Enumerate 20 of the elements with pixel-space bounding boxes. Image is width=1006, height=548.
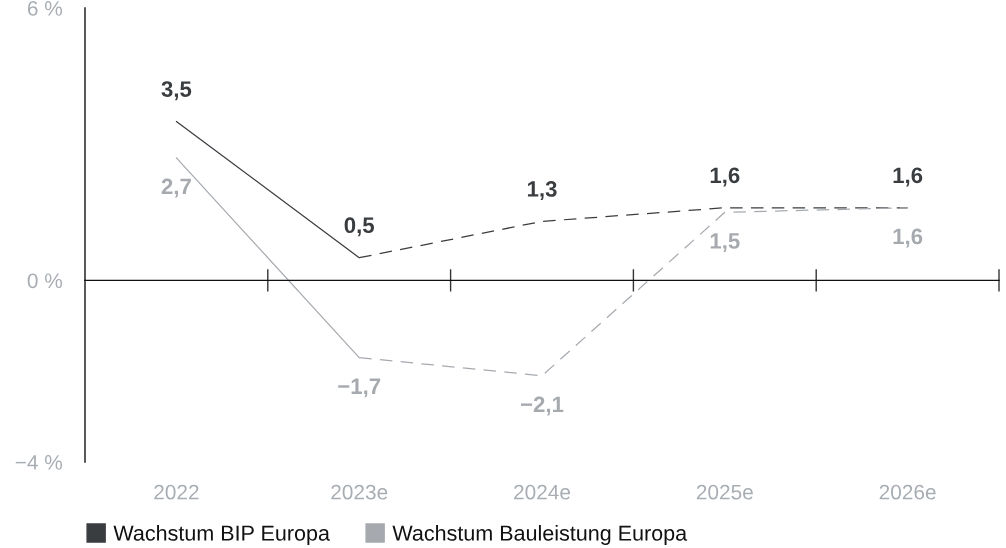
x-tick-label: 2022 <box>154 484 199 500</box>
data-label: −2,1 <box>520 396 564 416</box>
x-tick-label: 2023e <box>331 484 388 500</box>
data-label: 0,5 <box>344 217 375 237</box>
x-tick-label: 2025e <box>696 484 753 500</box>
x-tick-label: 2024e <box>514 484 571 500</box>
x-tick-label: 2026e <box>879 484 936 500</box>
data-label: 1,5 <box>710 233 740 253</box>
data-label: 3,5 <box>161 81 192 101</box>
data-label: 1,6 <box>893 228 923 248</box>
legend-label: Wachstum Bauleistung Europa <box>392 524 688 546</box>
y-tick-label: 0 % <box>27 273 63 289</box>
y-tick-label: 6 % <box>27 1 63 16</box>
y-tick-label: −4 % <box>15 455 63 470</box>
data-label: −1,7 <box>338 378 381 398</box>
data-label: 1,3 <box>527 181 557 201</box>
data-label: 1,6 <box>710 167 740 187</box>
legend-label: Wachstum BIP Europa <box>113 524 330 546</box>
data-label: 2,7 <box>161 178 191 198</box>
data-label: 1,6 <box>893 167 923 187</box>
